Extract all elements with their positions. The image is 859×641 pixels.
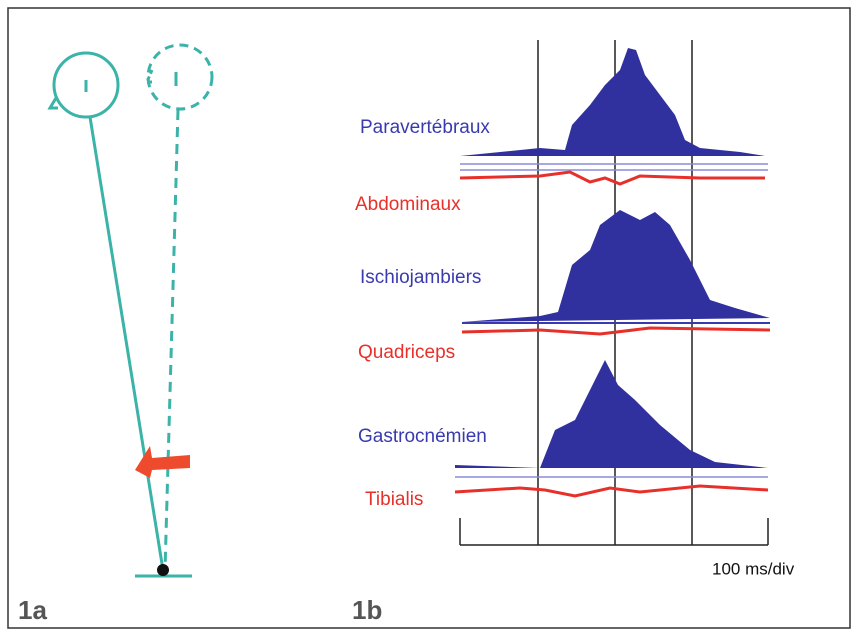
muscle-label: Gastrocnémien xyxy=(358,426,487,447)
muscle-label: Quadriceps xyxy=(358,342,455,363)
pivot xyxy=(157,564,169,576)
panel-label: 1b xyxy=(352,595,382,625)
muscle-label: Tibialis xyxy=(365,489,423,510)
muscle-label: Ischiojambiers xyxy=(360,267,481,288)
stick-figure xyxy=(47,43,214,578)
muscle-label: Abdominaux xyxy=(355,194,461,215)
panel-label: 1a xyxy=(18,595,47,625)
emg-traces xyxy=(454,48,771,498)
scale-label: 100 ms/div xyxy=(712,559,795,578)
muscle-label: Paravertébraux xyxy=(360,117,490,138)
arrow xyxy=(135,446,190,478)
